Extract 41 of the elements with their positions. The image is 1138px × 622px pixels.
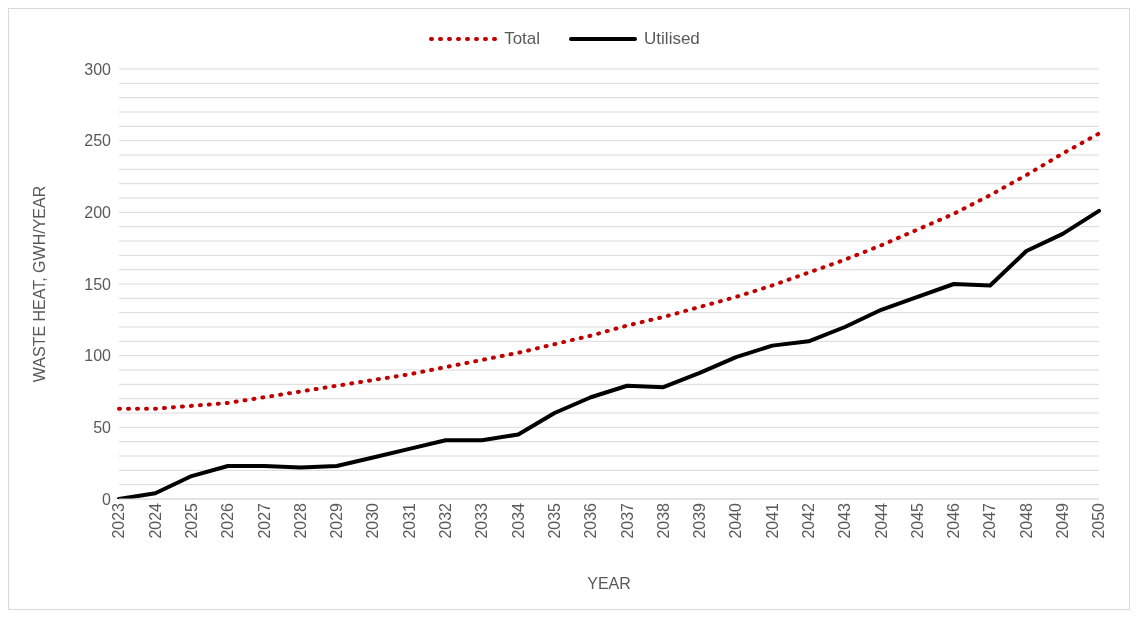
y-tick-label: 50: [93, 419, 112, 437]
x-tick-label: 2038: [654, 502, 672, 539]
line-series: [117, 208, 1101, 499]
x-tick-label: 2045: [908, 502, 926, 539]
x-tick-label: 2024: [146, 502, 164, 539]
y-tick-label: 0: [102, 490, 112, 508]
line-series: [117, 131, 1101, 411]
x-tick-label: 2048: [1017, 502, 1035, 539]
x-axis-title: YEAR: [587, 575, 631, 592]
x-tick-label: 2031: [400, 502, 418, 539]
y-axis-title: WASTE HEAT, GWH/YEAR: [30, 185, 48, 383]
x-tick-label: 2037: [618, 502, 636, 539]
x-tick-label: 2036: [582, 502, 600, 539]
x-tick-label: 2042: [799, 502, 817, 539]
x-tick-label: 2033: [473, 502, 491, 539]
y-tick-label: 150: [84, 275, 112, 293]
x-tick-label: 2029: [328, 502, 346, 539]
legend-label: Utilised: [643, 29, 700, 49]
x-tick-label: 2050: [1090, 502, 1108, 539]
x-tick-label: 2049: [1054, 502, 1072, 539]
x-tick-label: 2025: [182, 502, 200, 539]
y-tick-label: 300: [84, 60, 112, 78]
x-tick-label: 2039: [691, 502, 709, 539]
x-tick-label: 2047: [981, 502, 999, 539]
x-tick-label: 2041: [763, 502, 781, 539]
x-tick-label: 2030: [364, 502, 382, 539]
x-tick-label: 2046: [945, 502, 963, 539]
y-tick-label: 100: [84, 347, 112, 365]
x-tick-label: 2040: [727, 502, 745, 539]
y-tick-label: 200: [84, 204, 112, 222]
legend-label: Total: [503, 29, 541, 49]
x-tick-label: 2044: [872, 502, 890, 539]
x-tick-label: 2035: [545, 502, 563, 539]
x-tick-label: 2043: [836, 502, 854, 539]
y-tick-label: 250: [84, 132, 112, 150]
x-tick-label: 2034: [509, 502, 527, 539]
x-tick-label: 2023: [110, 502, 128, 539]
x-tick-label: 2028: [291, 502, 309, 539]
x-tick-label: 2026: [219, 502, 237, 539]
x-tick-label: 2032: [437, 502, 455, 539]
x-tick-label: 2027: [255, 502, 273, 539]
